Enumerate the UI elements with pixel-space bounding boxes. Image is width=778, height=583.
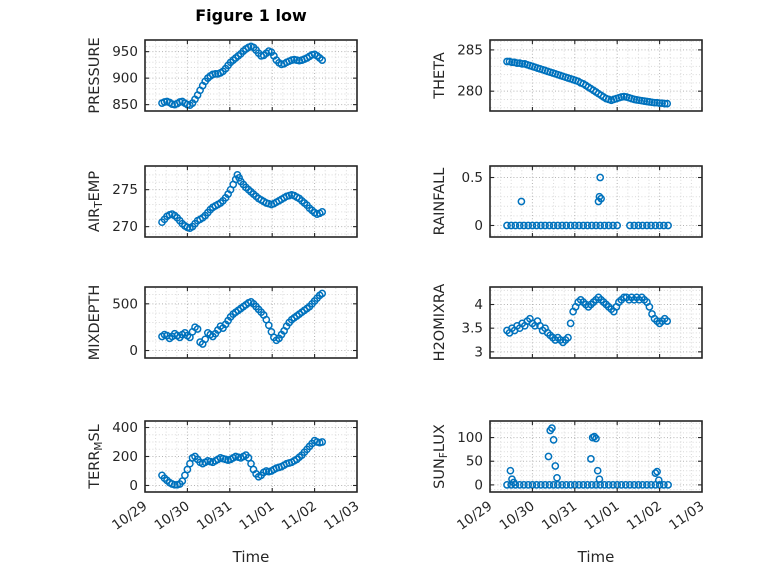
data-points bbox=[503, 173, 672, 230]
svg-text:0: 0 bbox=[474, 477, 483, 493]
grid bbox=[491, 41, 701, 110]
y-axis-label: MIXDEPTH bbox=[87, 285, 103, 361]
svg-text:3.5: 3.5 bbox=[462, 321, 483, 337]
x-tick-labels: 10/29 10/30 10/31 11/01 11/02 11/03 bbox=[109, 498, 362, 533]
y-tick-labels: 00.5 bbox=[462, 170, 483, 234]
figure-title: Figure 1 low bbox=[195, 6, 307, 25]
y-tick-labels: 0 500 bbox=[112, 296, 138, 359]
y-axis-label: RAINFALL bbox=[432, 168, 448, 236]
svg-text:11/01: 11/01 bbox=[236, 498, 277, 533]
axes-box bbox=[144, 39, 358, 112]
axis-ticks bbox=[489, 40, 703, 111]
subplot-air-temp: 270 275 AIRTEMP bbox=[87, 165, 358, 238]
svg-text:100: 100 bbox=[457, 430, 483, 446]
axes-box bbox=[489, 420, 703, 493]
data-points bbox=[503, 293, 672, 347]
y-tick-labels: 280 285 bbox=[457, 42, 483, 99]
data-points bbox=[158, 436, 327, 489]
svg-text:0: 0 bbox=[129, 478, 138, 494]
y-axis-label: PRESSURE bbox=[87, 37, 103, 113]
svg-text:270: 270 bbox=[112, 219, 138, 235]
axis-ticks bbox=[489, 166, 703, 237]
subplot-pressure: 850 900 950 PRESSURE bbox=[87, 37, 358, 114]
y-axis-label: THETA bbox=[432, 52, 448, 100]
svg-text:11/01: 11/01 bbox=[581, 498, 622, 533]
y-tick-labels: 0 50 100 bbox=[457, 430, 483, 493]
grid bbox=[146, 167, 356, 236]
svg-text:900: 900 bbox=[112, 71, 138, 87]
subplot-theta: 280 285 THETA bbox=[432, 39, 703, 112]
axis-ticks bbox=[144, 166, 358, 237]
svg-text:50: 50 bbox=[466, 454, 483, 470]
x-axis-label-left: Time bbox=[232, 548, 270, 566]
svg-text:3: 3 bbox=[474, 344, 483, 360]
svg-text:11/03: 11/03 bbox=[321, 498, 362, 533]
data-points bbox=[158, 289, 327, 348]
svg-text:285: 285 bbox=[457, 42, 483, 58]
svg-text:10/31: 10/31 bbox=[194, 498, 235, 533]
svg-text:10/30: 10/30 bbox=[497, 498, 538, 533]
svg-text:10/29: 10/29 bbox=[454, 498, 495, 533]
y-axis-label: SUNFLUX bbox=[432, 424, 450, 489]
svg-text:10/31: 10/31 bbox=[539, 498, 580, 533]
axes-box bbox=[489, 39, 703, 112]
data-points bbox=[503, 424, 672, 489]
y-axis-label: TERRMSL bbox=[87, 424, 105, 490]
svg-text:10/29: 10/29 bbox=[109, 498, 150, 533]
svg-text:500: 500 bbox=[112, 296, 138, 312]
svg-text:11/03: 11/03 bbox=[666, 498, 707, 533]
data-points bbox=[503, 57, 672, 108]
axes-box bbox=[489, 286, 703, 359]
svg-text:0: 0 bbox=[474, 218, 483, 234]
y-tick-labels: 850 900 950 bbox=[112, 44, 138, 113]
axes-box bbox=[144, 165, 358, 238]
svg-text:11/02: 11/02 bbox=[624, 498, 665, 533]
y-tick-labels: 270 275 bbox=[112, 182, 138, 235]
svg-text:10/30: 10/30 bbox=[152, 498, 193, 533]
x-axis-label-right: Time bbox=[577, 548, 615, 566]
svg-text:4: 4 bbox=[474, 297, 483, 313]
axis-ticks bbox=[144, 421, 358, 492]
svg-text:280: 280 bbox=[457, 84, 483, 100]
svg-text:950: 950 bbox=[112, 44, 138, 60]
x-tick-labels: 10/29 10/30 10/31 11/01 11/02 11/03 bbox=[454, 498, 707, 533]
svg-text:200: 200 bbox=[112, 449, 138, 465]
axis-ticks bbox=[489, 421, 703, 492]
svg-text:0.5: 0.5 bbox=[462, 170, 483, 186]
y-axis-label: AIRTEMP bbox=[87, 171, 105, 232]
svg-text:275: 275 bbox=[112, 182, 138, 198]
svg-text:11/02: 11/02 bbox=[279, 498, 320, 533]
svg-text:0: 0 bbox=[129, 343, 138, 359]
y-axis-label: H2OMIXRA bbox=[432, 284, 448, 362]
axes-box bbox=[489, 165, 703, 238]
data-points bbox=[158, 42, 327, 110]
svg-text:400: 400 bbox=[112, 420, 138, 436]
data-points bbox=[158, 171, 327, 232]
subplot-mixdepth: 0 500 MIXDEPTH bbox=[87, 285, 358, 361]
axis-ticks bbox=[144, 287, 358, 358]
y-tick-labels: 0 200 400 bbox=[112, 420, 138, 494]
axis-ticks bbox=[144, 40, 358, 111]
axis-ticks bbox=[489, 287, 703, 358]
axes-box bbox=[144, 286, 358, 359]
y-tick-labels: 33.54 bbox=[462, 297, 483, 360]
svg-text:850: 850 bbox=[112, 97, 138, 113]
